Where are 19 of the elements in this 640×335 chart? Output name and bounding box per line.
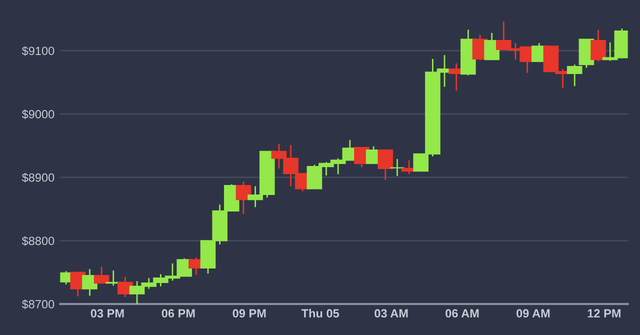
y-tick-label: $8900 (22, 172, 54, 182)
x-tick-label: Thu 05 (301, 308, 340, 318)
y-tick-label: $9100 (22, 46, 54, 56)
x-tick-label: 09 AM (516, 309, 550, 318)
x-tick-label: 03 PM (90, 309, 124, 318)
x-tick-label: 06 AM (446, 309, 479, 318)
candlestick (484, 32, 500, 60)
candlestick (236, 181, 252, 215)
candlestick (590, 29, 606, 62)
x-tick-label: 03 AM (374, 309, 408, 318)
y-tick-label: $8800 (22, 236, 54, 246)
y-tick-label: $9000 (22, 110, 54, 120)
y-tick-label: $8700 (22, 300, 54, 310)
candlestick (378, 149, 394, 181)
candlestick (94, 266, 110, 284)
x-tick-label: 09 PM (232, 309, 266, 318)
x-tick-label: 06 PM (162, 309, 195, 318)
x-tick-label: 12 PM (588, 309, 620, 318)
candlestick (390, 158, 405, 177)
